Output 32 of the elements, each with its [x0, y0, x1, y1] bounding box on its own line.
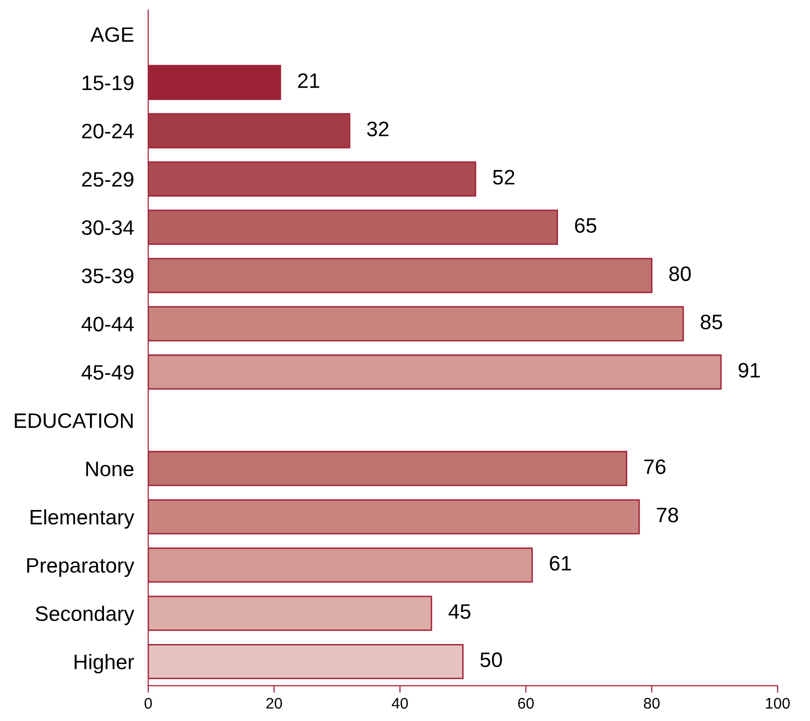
x-tick-label: 80 [644, 698, 660, 709]
y-tick-label: 15-19 [82, 75, 134, 90]
x-tick-label: 40 [392, 698, 408, 709]
data-label: 61 [550, 556, 571, 571]
data-label: 76 [644, 459, 666, 474]
data-label: 85 [700, 314, 722, 330]
data-label: 65 [575, 218, 596, 233]
data-label: 45 [448, 604, 470, 619]
x-tick-label: 100 [766, 698, 790, 709]
data-label: 80 [669, 266, 691, 282]
y-tick-label: 20-24 [82, 124, 134, 138]
y-tick-label: Elementary [30, 509, 134, 529]
y-tick-label: None [86, 462, 134, 476]
data-label: 50 [480, 652, 502, 668]
data-label: 78 [656, 508, 678, 522]
x-tick-label: 20 [266, 698, 282, 709]
y-tick-label: 35-39 [82, 268, 134, 284]
y-tick-label: Secondary [36, 606, 134, 626]
x-tick-label: 60 [518, 698, 534, 709]
y-tick-label: 30-34 [82, 220, 134, 235]
data-label: 21 [298, 73, 320, 88]
y-tick-label: 45-49 [82, 365, 134, 380]
y-tick-label: 40-44 [82, 316, 134, 332]
x-tick-label: 0 [144, 698, 152, 709]
data-label: 32 [367, 122, 388, 136]
data-label: 52 [493, 170, 514, 185]
y-tick-label: 25-29 [82, 172, 134, 187]
y-tick-label: Higher [74, 654, 134, 674]
y-tick-label: Preparatory [27, 558, 134, 577]
y-tick-label: AGE [90, 27, 134, 42]
y-tick-label: EDUCATION [14, 413, 133, 428]
data-label: 91 [738, 362, 760, 378]
